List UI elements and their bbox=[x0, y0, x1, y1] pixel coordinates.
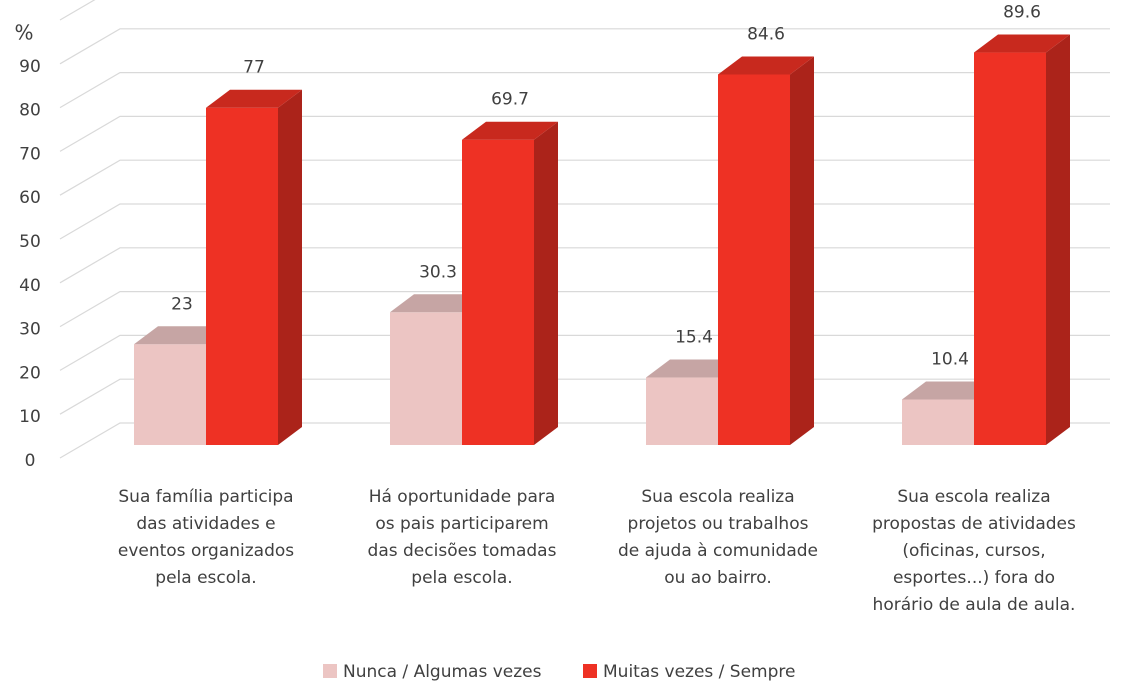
bar bbox=[206, 107, 278, 446]
grid-line bbox=[59, 0, 96, 21]
bar-side bbox=[534, 121, 558, 446]
bar bbox=[902, 399, 974, 445]
bar bbox=[462, 139, 534, 446]
bar-side bbox=[1046, 34, 1070, 445]
y-tick-label: 60 bbox=[19, 188, 41, 208]
y-tick-label: 40 bbox=[19, 276, 41, 296]
legend-label: Nunca / Algumas vezes bbox=[343, 662, 542, 682]
y-tick-label: 70 bbox=[19, 144, 41, 164]
y-tick-label: 90 bbox=[19, 57, 41, 77]
bar-side bbox=[278, 89, 302, 446]
bar-top bbox=[206, 89, 302, 108]
legend-swatch bbox=[583, 664, 597, 678]
bar bbox=[646, 377, 718, 445]
legend-label: Muitas vezes / Sempre bbox=[603, 662, 795, 682]
y-tick-label: 20 bbox=[19, 363, 41, 383]
bar-top bbox=[462, 121, 558, 140]
data-label: 30.3 bbox=[419, 262, 457, 282]
bar bbox=[134, 344, 206, 445]
x-tick-label: Sua escola realiza projetos ou trabalhos d… bbox=[618, 487, 818, 588]
bar-top bbox=[974, 34, 1070, 53]
bar-top bbox=[718, 56, 814, 75]
y-tick-label: 30 bbox=[19, 320, 41, 340]
bar-side bbox=[790, 56, 814, 446]
data-label: 10.4 bbox=[931, 349, 969, 369]
y-axis-label: % bbox=[14, 21, 33, 45]
bar bbox=[390, 312, 462, 445]
data-label: 89.6 bbox=[1003, 3, 1041, 23]
legend-swatch bbox=[323, 664, 337, 678]
y-tick-label: 0 bbox=[25, 451, 36, 471]
data-label: 69.7 bbox=[491, 90, 529, 110]
data-label: 84.6 bbox=[747, 24, 785, 44]
bar bbox=[718, 74, 790, 446]
grid-line bbox=[59, 28, 1110, 65]
x-tick-label: Sua família participa das atividades e eve… bbox=[118, 487, 294, 588]
x-tick-label: Há oportunidade para os pais participarem… bbox=[368, 487, 557, 588]
bar bbox=[974, 52, 1046, 445]
y-tick-label: 80 bbox=[19, 101, 41, 121]
data-label: 77 bbox=[243, 58, 265, 78]
x-tick-label: Sua escola realiza propostas de atividade… bbox=[872, 487, 1076, 615]
y-tick-label: 50 bbox=[19, 232, 41, 252]
data-label: 23 bbox=[171, 294, 193, 314]
y-tick-label: 10 bbox=[19, 407, 41, 427]
data-label: 15.4 bbox=[675, 328, 713, 348]
